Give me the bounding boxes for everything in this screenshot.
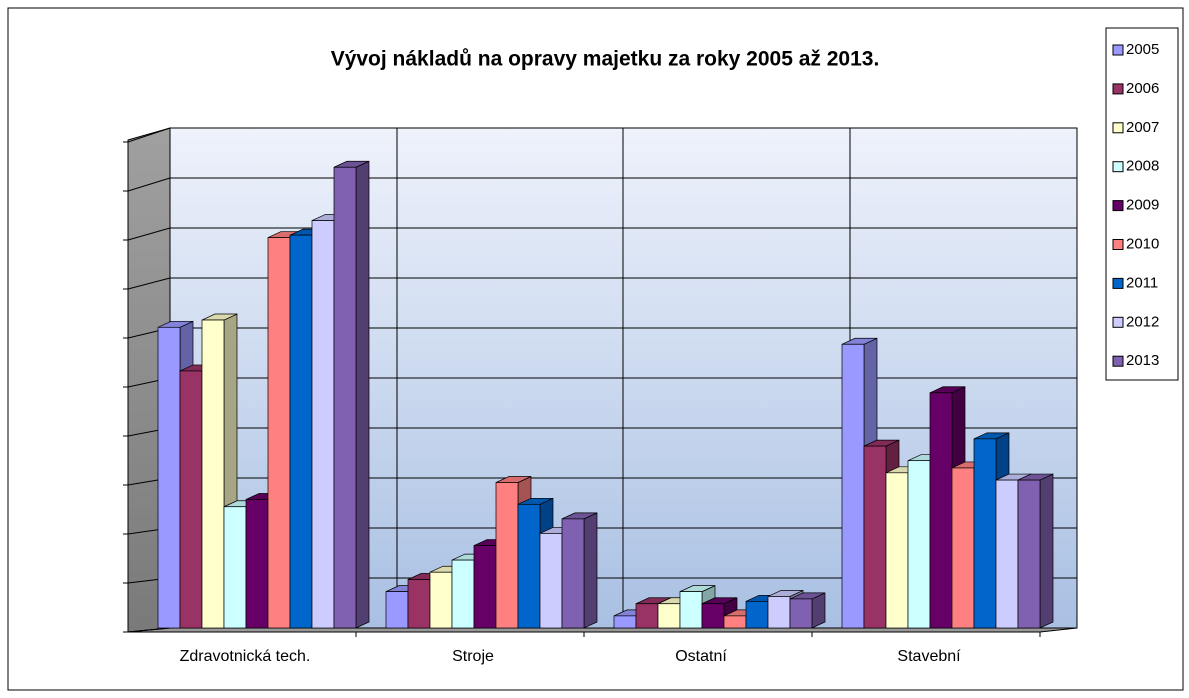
legend-label: 2010 [1126, 235, 1159, 252]
bar-front [767, 596, 791, 629]
bar-front [157, 326, 181, 629]
legend-swatch [1112, 44, 1124, 56]
legend-swatch [1112, 277, 1124, 289]
bar-front [723, 615, 747, 629]
legend-label: 2011 [1126, 274, 1158, 291]
legend-label: 2013 [1126, 352, 1159, 369]
legend-swatch [1112, 161, 1124, 173]
legend-swatch [1112, 316, 1124, 328]
bar-front [789, 598, 813, 629]
bar-front [613, 615, 637, 629]
bar-front [841, 343, 865, 629]
x-labels: Zdravotnická tech. Stroje Ostatní Stavební [180, 632, 1041, 665]
bar-front [451, 559, 475, 629]
bar-front [995, 479, 1019, 629]
bar-front [951, 467, 975, 629]
bar-front [517, 503, 541, 629]
bar-side [355, 160, 370, 629]
bar-front [179, 370, 203, 629]
bar-front [907, 460, 931, 629]
bar-front [929, 392, 953, 629]
legend-label: 2007 [1126, 119, 1159, 136]
legend-swatch [1112, 239, 1124, 250]
bar-front [267, 237, 291, 629]
bar-front [657, 603, 681, 629]
bar-front [333, 166, 357, 629]
legend: 2005 2006 2007 2008 2009 2010 2011 2012 2013 [1112, 41, 1159, 369]
bar-front [701, 603, 725, 629]
legend-label: 2008 [1126, 158, 1159, 175]
bar-front [289, 234, 313, 629]
bar-front [495, 482, 519, 629]
side-grid-line [127, 127, 171, 143]
bar-front [679, 591, 703, 629]
bar-front [407, 579, 431, 629]
bar-side [1039, 473, 1054, 629]
legend-swatch [1112, 83, 1124, 95]
bar-front [311, 220, 335, 629]
bar [679, 585, 716, 629]
bar [561, 512, 598, 629]
bar-front [473, 545, 497, 629]
side-grid-line [127, 227, 171, 241]
chart-title: Vývoj nákladů na opravy majetku za roky … [331, 48, 880, 71]
x-tick-label: Stroje [452, 648, 494, 665]
bar-front [973, 438, 997, 629]
side-grid-line [127, 627, 171, 633]
legend-label: 2005 [1126, 41, 1159, 58]
side-grid-line [127, 277, 171, 290]
bar-front [223, 506, 247, 629]
bar-front [245, 499, 269, 629]
bar-front [1017, 479, 1041, 629]
legend-label: 2006 [1126, 80, 1159, 97]
bar-front [885, 472, 909, 629]
bar-front [385, 591, 409, 629]
x-tick-label: Stavební [897, 648, 961, 665]
bar-front [635, 603, 659, 629]
legend-swatch [1112, 200, 1124, 212]
bar-side [583, 512, 598, 629]
bar-front [539, 533, 563, 629]
bar-front [561, 518, 585, 629]
legend-label: 2009 [1126, 197, 1159, 214]
bar [1017, 473, 1054, 629]
bar [789, 592, 826, 629]
legend-swatch [1112, 122, 1124, 134]
bar-front [745, 600, 769, 629]
floor [127, 627, 1078, 633]
bars [157, 160, 1054, 629]
bar [333, 160, 370, 629]
x-tick-label: Zdravotnická tech. [180, 648, 311, 665]
bar-front [863, 445, 887, 629]
legend-label: 2012 [1126, 313, 1159, 330]
side-grid-line [127, 177, 171, 192]
bar-front [429, 571, 453, 629]
legend-swatch [1112, 355, 1124, 367]
bar-front [201, 319, 225, 629]
x-tick-label: Ostatní [675, 648, 727, 665]
